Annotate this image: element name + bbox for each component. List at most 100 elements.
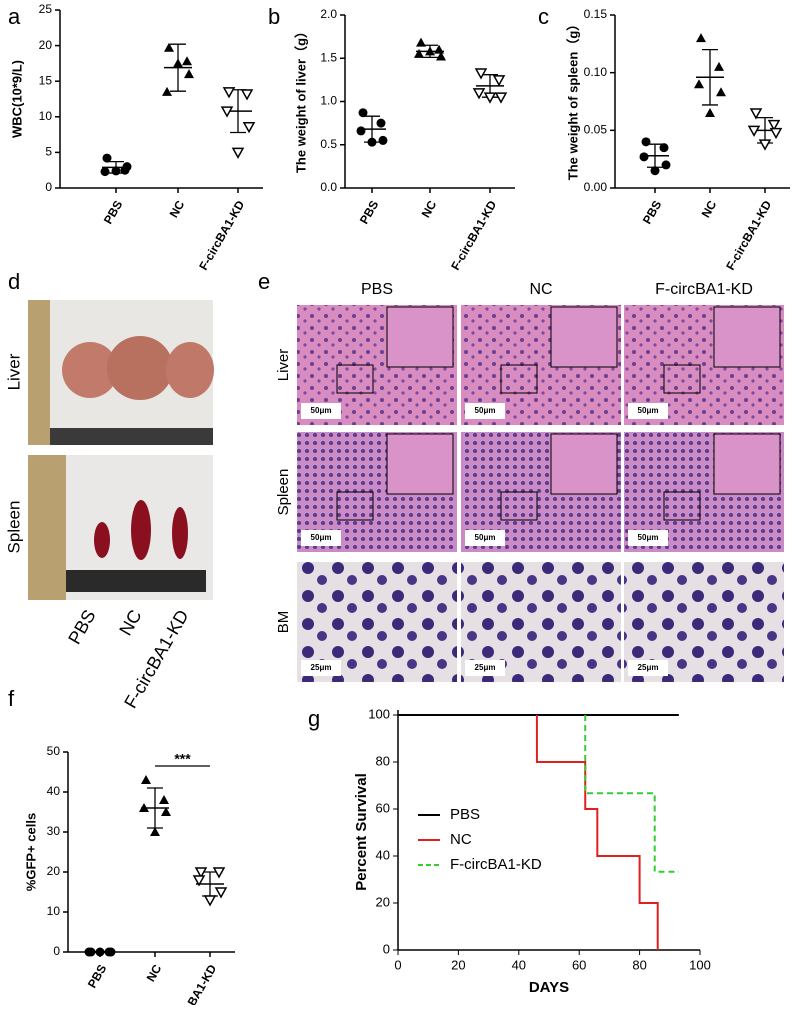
panel-label: e	[258, 269, 270, 294]
y-tick-label: 1.5	[320, 50, 337, 64]
data-point	[694, 79, 704, 89]
data-point	[716, 87, 726, 97]
error-bar	[702, 48, 718, 106]
scale-box	[301, 660, 341, 676]
data-point	[102, 153, 112, 163]
survival-line	[535, 715, 659, 950]
data-point	[122, 162, 132, 172]
y-tick-label: 5	[45, 145, 52, 159]
data-point	[95, 947, 105, 957]
y-tick-label: 0	[45, 180, 52, 194]
histology-grid: PBS NC F-circBA1-KD Liver 50μm 50μm 50μm Spleen…	[275, 281, 784, 682]
data-point	[483, 92, 497, 104]
y-tick-label: 20	[39, 38, 53, 52]
ruler	[50, 428, 213, 445]
x-tick-label: NC	[699, 198, 720, 220]
y-tick-label: 0.0	[320, 180, 337, 194]
data-point	[150, 827, 160, 836]
scale-box	[628, 660, 668, 676]
data-point	[182, 56, 192, 66]
data-point	[472, 88, 486, 100]
y-tick-label: 40	[376, 847, 390, 862]
data-point	[696, 33, 706, 43]
data-point	[494, 92, 508, 104]
y-tick-label: 15	[39, 73, 53, 87]
data-point	[769, 127, 783, 140]
data-point	[425, 46, 435, 56]
scale-box	[465, 530, 505, 546]
y-tick-label: 30	[47, 824, 61, 838]
data-point	[159, 795, 169, 804]
data-point	[240, 89, 254, 101]
data-point	[111, 166, 121, 176]
y-tick-label: 0.00	[584, 180, 608, 194]
organ	[172, 507, 188, 559]
scale-label: 50μm	[311, 533, 332, 542]
x-tick-label: 100	[689, 957, 711, 972]
data-point	[747, 125, 761, 137]
x-axis-label: DAYS	[529, 979, 569, 996]
data-point	[358, 108, 368, 118]
y-tick-label: 0.10	[584, 65, 608, 79]
data-point	[164, 42, 174, 52]
data-point	[194, 867, 208, 879]
inset-box	[663, 491, 701, 521]
x-tick-label: NC	[419, 198, 440, 220]
inset-box	[500, 491, 538, 521]
y-tick-label: 20	[47, 864, 61, 878]
data-point	[474, 68, 488, 80]
data-point	[767, 119, 781, 132]
inset	[386, 306, 454, 368]
x-tick-label: 60	[572, 957, 586, 972]
y-tick-label: 0.5	[320, 137, 337, 151]
ruler	[66, 570, 206, 592]
data-point	[231, 147, 245, 159]
data-point	[220, 106, 234, 118]
organ	[166, 342, 214, 398]
x-tick-label: PBS	[357, 198, 381, 226]
x-tick-label: 20	[451, 957, 465, 972]
inset	[386, 433, 454, 495]
legend-label: F-circBA1-KD	[450, 856, 542, 873]
organ	[107, 336, 173, 400]
data-point	[356, 126, 366, 136]
data-point	[100, 167, 110, 177]
panel-label: b	[268, 4, 280, 29]
legend-label: NC	[450, 831, 472, 848]
x-tick-label: F-circBA1-KD	[196, 198, 247, 273]
y-tick-label: 40	[47, 784, 61, 798]
data-point	[376, 118, 386, 128]
scale-label: 50μm	[638, 533, 659, 542]
column-header: F-circBA1-KD	[655, 281, 753, 298]
y-tick-label: 0	[383, 941, 390, 956]
data-point	[139, 803, 149, 812]
scale-box	[301, 403, 341, 419]
data-point	[173, 58, 183, 68]
data-point	[714, 61, 724, 71]
panel-label: f	[8, 686, 15, 711]
scale-label: 50μm	[638, 406, 659, 415]
row-label: Liver	[4, 353, 23, 390]
row-label: BM	[275, 611, 292, 634]
x-tick-label: 80	[632, 957, 646, 972]
y-tick-label: 0.05	[584, 123, 608, 137]
annotation: ***	[174, 751, 191, 767]
scale-label: 50μm	[475, 533, 496, 542]
data-point	[378, 135, 388, 145]
y-tick-label: 10	[47, 904, 61, 918]
scale-box	[301, 530, 341, 546]
x-tick-label: F-circBA1-KD	[448, 198, 499, 273]
x-tick-label: F-circBA1-KD	[723, 198, 774, 273]
panel-label: g	[308, 706, 320, 731]
x-tick-label: PBS	[640, 198, 664, 226]
x-tick-label: 0	[394, 957, 401, 972]
ruler	[28, 455, 66, 600]
y-axis-label: WBC(10*9/L)	[9, 60, 24, 138]
y-tick-label: 25	[39, 2, 53, 16]
x-tick-label: NC	[167, 198, 188, 220]
inset	[550, 306, 618, 368]
row-label: Spleen	[275, 469, 292, 516]
organ	[131, 500, 151, 560]
y-axis-label: The weight of spleen（g）	[565, 18, 580, 181]
